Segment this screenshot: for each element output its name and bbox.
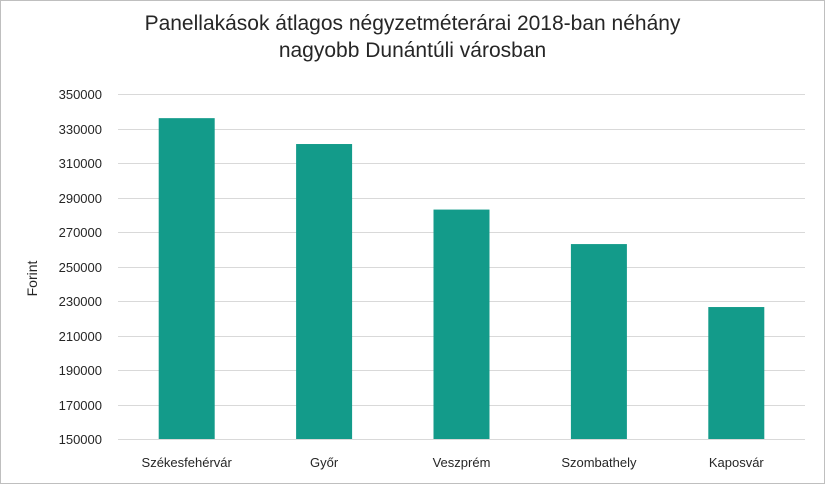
y-tick-label: 310000 bbox=[59, 156, 102, 171]
y-tick-label: 290000 bbox=[59, 191, 102, 206]
bar bbox=[433, 209, 490, 439]
chart-title-line-1: Panellakások átlagos négyzetméterárai 20… bbox=[144, 12, 681, 35]
bar bbox=[570, 244, 627, 439]
bar bbox=[708, 307, 765, 439]
x-tick-label: Székesfehérvár bbox=[142, 455, 233, 470]
chart-title-line-2: nagyobb Dunántúli városban bbox=[278, 39, 547, 62]
x-tick-label: Szombathely bbox=[561, 455, 637, 470]
x-tick-label: Veszprém bbox=[433, 455, 491, 470]
y-tick-label: 210000 bbox=[59, 329, 102, 344]
y-tick-label: 190000 bbox=[59, 363, 102, 378]
x-axis-ticks: Székesfehérvár Győr Veszprém Szombathely Kap… bbox=[142, 455, 765, 470]
y-tick-label: 270000 bbox=[59, 225, 102, 240]
x-tick-label: Győr bbox=[310, 455, 339, 470]
y-axis-ticks: 150000 170000 190000 210000 230000 250000 2700… bbox=[59, 87, 102, 447]
y-tick-label: 250000 bbox=[59, 260, 102, 275]
y-tick-label: 230000 bbox=[59, 294, 102, 309]
chart-title: Panellakások átlagos négyzetméterárai 20… bbox=[0, 10, 825, 64]
y-tick-label: 330000 bbox=[59, 122, 102, 137]
y-tick-label: 350000 bbox=[59, 87, 102, 102]
y-axis-title: Forint bbox=[24, 261, 40, 297]
x-tick-label: Kaposvár bbox=[709, 455, 765, 470]
bar bbox=[296, 144, 353, 439]
y-tick-label: 150000 bbox=[59, 432, 102, 447]
y-tick-label: 170000 bbox=[59, 398, 102, 413]
bars bbox=[158, 118, 765, 440]
bar bbox=[158, 118, 215, 440]
